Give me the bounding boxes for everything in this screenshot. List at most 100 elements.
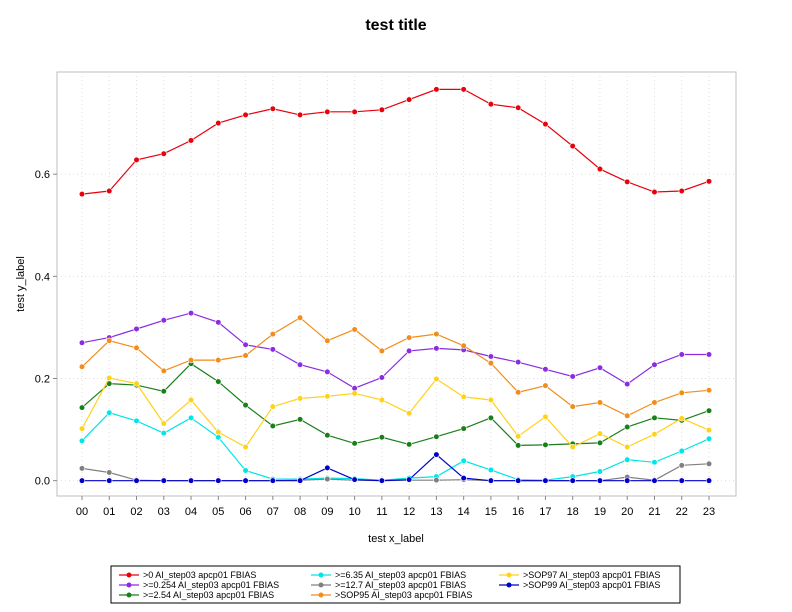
data-point — [133, 380, 140, 387]
x-tick-label: 20 — [621, 506, 633, 518]
data-point — [106, 374, 113, 382]
data-point — [651, 431, 658, 438]
data-point — [269, 422, 276, 430]
data-point — [460, 86, 467, 93]
data-point — [78, 404, 86, 411]
data-point — [542, 366, 549, 373]
y-axis-ticks: 0.0 0.2 0.4 0.6 — [35, 169, 57, 488]
data-point — [215, 378, 222, 385]
data-point — [351, 440, 358, 447]
data-point — [515, 433, 522, 440]
data-point — [624, 456, 631, 463]
series-line — [81, 316, 710, 417]
legend-entry: >=12.7 AI_step03 apcp01 FBIAS — [311, 580, 466, 590]
data-point — [596, 430, 604, 437]
data-point — [351, 385, 358, 392]
series-3 — [78, 409, 713, 484]
x-tick-label: 09 — [321, 506, 333, 518]
legend-swatch-marker — [506, 582, 512, 588]
x-tick-label: 01 — [103, 506, 115, 518]
data-point — [133, 325, 140, 333]
data-point — [242, 341, 249, 348]
series-line — [81, 377, 710, 448]
data-point — [433, 330, 440, 338]
data-point — [324, 432, 331, 439]
x-tick-label: 12 — [403, 506, 415, 518]
data-point — [296, 314, 304, 321]
data-point — [705, 477, 713, 484]
data-point — [160, 388, 167, 395]
data-point — [269, 403, 276, 410]
data-point — [651, 414, 658, 421]
data-point — [651, 459, 658, 466]
legend-label: >0 AI_step03 apcp01 FBIAS — [143, 570, 256, 580]
data-point — [705, 178, 713, 185]
data-point — [542, 413, 549, 420]
x-tick-label: 00 — [76, 506, 88, 518]
data-point — [160, 367, 167, 374]
series-line — [81, 312, 709, 389]
x-tick-label: 21 — [648, 506, 660, 518]
x-tick-label: 04 — [185, 506, 197, 518]
data-point — [705, 407, 713, 414]
legend-swatch-marker — [126, 592, 132, 598]
series-6 — [78, 374, 713, 451]
data-point — [106, 477, 113, 484]
data-point — [133, 156, 140, 163]
data-point — [106, 409, 113, 416]
data-point — [106, 337, 113, 344]
data-point — [187, 137, 195, 144]
legend-box — [110, 565, 681, 604]
data-point — [378, 106, 385, 113]
data-point — [678, 462, 685, 469]
y-tick-label: 0.6 — [35, 169, 50, 181]
data-point — [569, 443, 576, 451]
data-point — [406, 334, 413, 341]
data-point — [406, 441, 413, 448]
data-point — [596, 439, 604, 446]
series-0 — [78, 86, 713, 198]
data-point — [215, 119, 222, 127]
legend-swatch-marker — [318, 592, 324, 598]
data-point — [515, 359, 522, 366]
data-point — [242, 111, 249, 119]
series-line — [81, 463, 710, 482]
series-line — [81, 412, 710, 481]
data-point — [705, 427, 713, 434]
data-point — [705, 435, 713, 442]
data-point — [433, 86, 440, 93]
data-point — [651, 399, 658, 406]
data-point — [133, 417, 140, 425]
data-point — [624, 412, 631, 419]
data-point — [242, 477, 249, 484]
data-point — [515, 389, 522, 396]
plot-frame — [56, 71, 737, 497]
data-point — [596, 468, 604, 475]
legend-swatch-marker — [506, 572, 512, 578]
x-tick-label: 15 — [485, 506, 497, 518]
legend-label: >=0.254 AI_step03 apcp01 FBIAS — [143, 580, 279, 590]
legend-label: >=12.7 AI_step03 apcp01 FBIAS — [335, 580, 466, 590]
x-tick-label: 03 — [158, 506, 170, 518]
data-point — [433, 477, 440, 484]
series-line — [81, 362, 710, 447]
data-point — [624, 381, 631, 388]
data-point — [269, 346, 276, 353]
data-point — [678, 477, 685, 484]
x-tick-label: 05 — [212, 506, 224, 518]
data-point — [624, 423, 631, 431]
data-point — [324, 476, 331, 483]
data-point — [351, 326, 358, 333]
legend-label: >SOP95 AI_step03 apcp01 FBIAS — [335, 590, 472, 600]
data-point — [187, 477, 195, 484]
x-tick-label: 17 — [539, 506, 551, 518]
data-point — [242, 443, 249, 451]
data-point — [569, 403, 576, 410]
data-point — [433, 451, 440, 458]
data-point — [324, 393, 331, 400]
series-group — [78, 86, 713, 484]
data-point — [651, 477, 658, 484]
data-point — [487, 360, 495, 367]
x-tick-label: 07 — [267, 506, 279, 518]
